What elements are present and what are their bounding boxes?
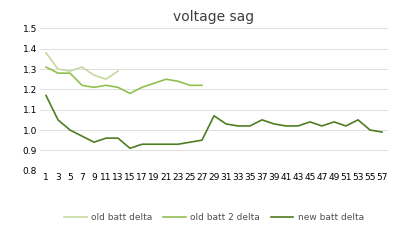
new batt delta [104, 137, 108, 140]
old batt 2 delta [92, 86, 96, 89]
new batt delta [260, 118, 264, 121]
new batt delta [68, 129, 72, 132]
old batt 2 delta [104, 84, 108, 87]
new batt delta [128, 147, 132, 150]
new batt delta [272, 123, 276, 125]
old batt delta [68, 70, 72, 73]
new batt delta [284, 124, 288, 127]
old batt 2 delta [140, 86, 144, 89]
new batt delta [224, 123, 228, 125]
old batt 2 delta [116, 86, 120, 89]
new batt delta [356, 118, 360, 121]
new batt delta [380, 131, 384, 133]
new batt delta [320, 124, 324, 127]
new batt delta [152, 143, 156, 146]
new batt delta [80, 135, 84, 137]
new batt delta [188, 141, 192, 144]
new batt delta [236, 124, 240, 127]
old batt delta [104, 78, 108, 81]
new batt delta [212, 114, 216, 117]
old batt delta [44, 51, 48, 54]
Title: voltage sag: voltage sag [174, 10, 254, 24]
new batt delta [344, 124, 348, 127]
old batt 2 delta [44, 66, 48, 68]
new batt delta [164, 143, 168, 146]
Line: old batt 2 delta: old batt 2 delta [46, 67, 202, 93]
new batt delta [116, 137, 120, 140]
old batt delta [80, 66, 84, 68]
new batt delta [308, 120, 312, 123]
old batt 2 delta [80, 84, 84, 87]
old batt delta [116, 70, 120, 73]
old batt delta [92, 74, 96, 77]
old batt delta [56, 68, 60, 70]
old batt 2 delta [152, 82, 156, 85]
old batt 2 delta [176, 80, 180, 83]
old batt 2 delta [200, 84, 204, 87]
old batt 2 delta [128, 92, 132, 95]
new batt delta [296, 124, 300, 127]
old batt 2 delta [68, 72, 72, 75]
Legend: old batt delta, old batt 2 delta, new batt delta: old batt delta, old batt 2 delta, new ba… [60, 210, 368, 226]
Line: new batt delta: new batt delta [46, 96, 382, 148]
new batt delta [44, 94, 48, 97]
old batt 2 delta [164, 78, 168, 81]
new batt delta [92, 141, 96, 144]
Line: old batt delta: old batt delta [46, 53, 118, 79]
new batt delta [56, 118, 60, 121]
new batt delta [248, 124, 252, 127]
old batt 2 delta [56, 72, 60, 75]
old batt 2 delta [188, 84, 192, 87]
new batt delta [176, 143, 180, 146]
new batt delta [332, 120, 336, 123]
new batt delta [200, 139, 204, 141]
new batt delta [368, 129, 372, 132]
new batt delta [140, 143, 144, 146]
